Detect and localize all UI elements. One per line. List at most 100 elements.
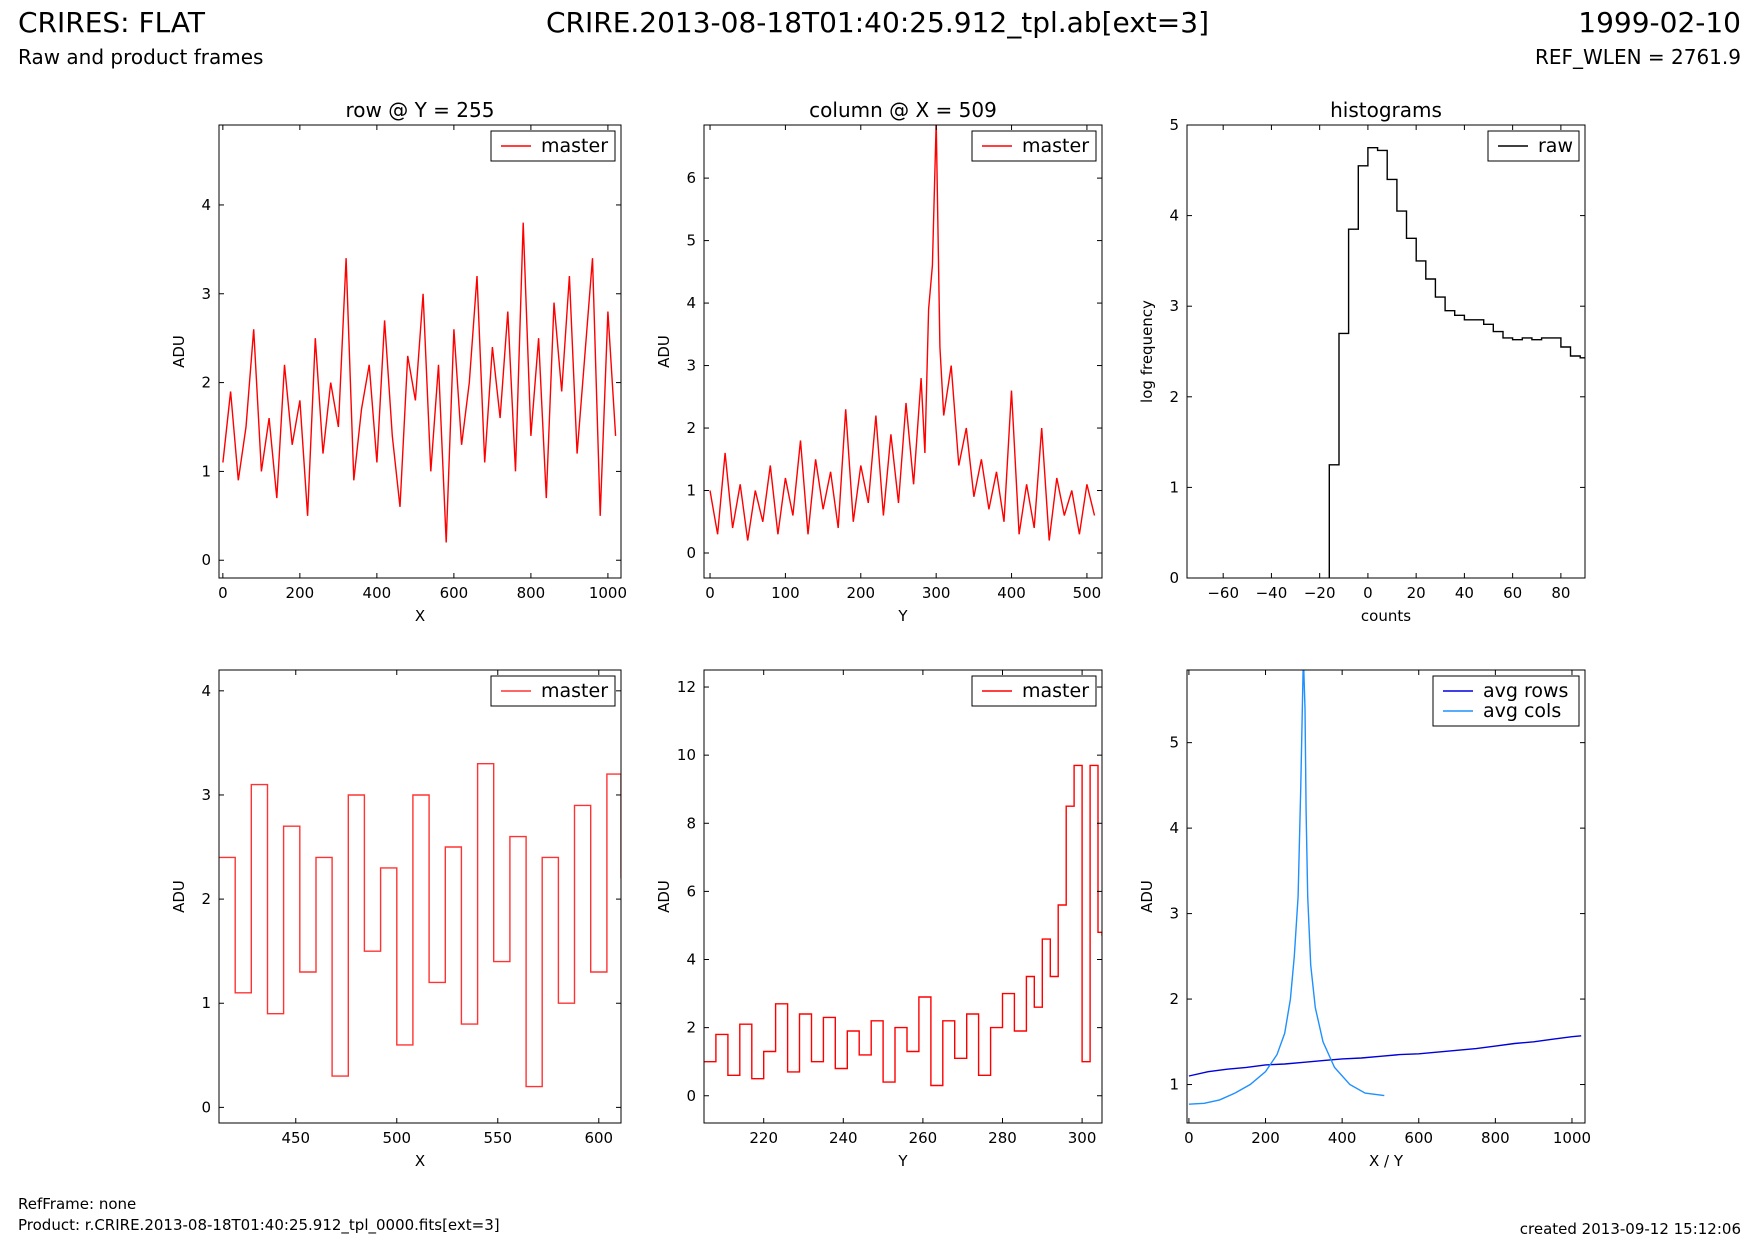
- x-tick-label: 300: [1068, 1129, 1097, 1147]
- y-tick-label: 2: [201, 890, 211, 908]
- y-tick-label: 5: [1169, 734, 1179, 752]
- y-tick-label: 2: [686, 419, 696, 437]
- legend-label: avg rows: [1483, 680, 1568, 702]
- legend-label: master: [541, 135, 608, 157]
- y-tick-label: 8: [686, 814, 696, 832]
- y-tick-label: 1: [686, 482, 696, 500]
- x-axis-label: X: [415, 607, 425, 625]
- avg-plot: 0 200 400 600 800 1000 1 2 3 4 5 X / Y ADU avg rowsav…: [1138, 669, 1591, 1170]
- y-tick-label: 3: [686, 357, 696, 375]
- legend: master: [971, 130, 1097, 162]
- y-axis-label: ADU: [1138, 880, 1156, 913]
- y-tick-label: 4: [1169, 819, 1179, 837]
- x-tick-label: 260: [909, 1129, 938, 1147]
- x-tick-label: 500: [1073, 584, 1102, 602]
- y-tick-label: 4: [201, 682, 211, 700]
- x-tick-label: 800: [517, 584, 546, 602]
- plot-title: row @ Y = 255: [346, 98, 495, 122]
- y-tick-label: 3: [1169, 905, 1179, 923]
- x-tick-label: 20: [1407, 584, 1426, 602]
- x-tick-label: 550: [483, 1129, 512, 1147]
- y-axis-label: ADU: [170, 335, 188, 368]
- x-tick-label: 0: [1184, 1129, 1194, 1147]
- col-zoom-plot: 220 240 260 280 300 0 2 4 6 8 10 12 Y ADU master: [655, 669, 1103, 1170]
- legend: master: [490, 675, 616, 707]
- row-plot: 0 200 400 600 800 1000 0 1 2 3 4 row @ Y = 255 X ADU m…: [170, 98, 627, 625]
- x-tick-label: 0: [218, 584, 228, 602]
- x-axis-label: Y: [897, 1152, 908, 1170]
- y-tick-label: 6: [686, 169, 696, 187]
- plot-frame: [1186, 124, 1586, 579]
- date-label: 1999-02-10: [1578, 6, 1741, 39]
- series-line-master: [219, 763, 621, 1088]
- y-tick-label: 0: [201, 551, 211, 569]
- hist-plot: −60 −40 −20 0 20 40 60 80 0 1 2 3 4 5 histograms counts…: [1138, 98, 1586, 625]
- y-tick-label: 5: [686, 232, 696, 250]
- x-tick-label: 300: [922, 584, 951, 602]
- plot-title: histograms: [1330, 98, 1442, 122]
- created-label: created 2013-09-12 15:12:06: [1519, 1220, 1741, 1238]
- x-tick-label: 450: [281, 1129, 310, 1147]
- file-name: CRIRE.2013-08-18T01:40:25.912_tpl.ab[ext…: [545, 6, 1209, 39]
- col-plot: 0 100 200 300 400 500 0 1 2 3 4 5 6 column @ X = 509 Y…: [655, 98, 1103, 625]
- plot-frame: [1186, 669, 1586, 1124]
- y-tick-label: 10: [677, 746, 696, 764]
- x-tick-label: 240: [829, 1129, 858, 1147]
- y-tick-label: 2: [686, 1019, 696, 1037]
- y-tick-label: 0: [686, 1087, 696, 1105]
- x-tick-label: −20: [1304, 584, 1336, 602]
- product-label: Product: r.CRIRE.2013-08-18T01:40:25.912…: [18, 1216, 500, 1234]
- row-zoom-plot: 450 500 550 600 0 1 2 3 4 X ADU master: [170, 669, 622, 1170]
- x-tick-label: 1000: [1553, 1129, 1591, 1147]
- plot-frame: [218, 124, 622, 579]
- y-axis-label: ADU: [655, 335, 673, 368]
- y-tick-label: 3: [201, 285, 211, 303]
- legend: master: [490, 130, 616, 162]
- x-tick-label: 600: [1404, 1129, 1433, 1147]
- y-tick-label: 1: [201, 462, 211, 480]
- series-line-avg-rows: [1188, 1035, 1582, 1077]
- y-tick-label: 2: [201, 374, 211, 392]
- x-tick-label: 200: [286, 584, 315, 602]
- legend-label: avg cols: [1483, 700, 1561, 722]
- x-tick-label: 500: [382, 1129, 411, 1147]
- x-axis-label: X / Y: [1369, 1152, 1404, 1170]
- y-tick-label: 0: [201, 1098, 211, 1116]
- y-tick-label: 1: [1169, 1076, 1179, 1094]
- y-tick-label: 4: [686, 294, 696, 312]
- x-tick-label: 800: [1481, 1129, 1510, 1147]
- x-tick-label: 400: [363, 584, 392, 602]
- y-tick-label: 4: [1169, 207, 1179, 225]
- x-axis-label: counts: [1361, 607, 1411, 625]
- series-line-raw: [1328, 146, 1585, 578]
- legend-label: master: [1022, 680, 1089, 702]
- y-tick-label: 4: [201, 196, 211, 214]
- legend: master: [971, 675, 1097, 707]
- series-line-master: [222, 222, 617, 543]
- x-tick-label: 0: [705, 584, 715, 602]
- y-tick-label: 2: [1169, 388, 1179, 406]
- x-axis-label: X: [415, 1152, 425, 1170]
- y-tick-label: 6: [686, 882, 696, 900]
- plot-frame: [703, 124, 1103, 579]
- x-tick-label: 220: [749, 1129, 778, 1147]
- y-axis-label: ADU: [655, 880, 673, 913]
- y-tick-label: 1: [201, 994, 211, 1012]
- x-tick-label: 60: [1503, 584, 1522, 602]
- x-tick-label: 600: [440, 584, 469, 602]
- x-tick-label: −40: [1256, 584, 1288, 602]
- y-tick-label: 3: [201, 786, 211, 804]
- x-tick-label: 40: [1455, 584, 1474, 602]
- y-tick-label: 1: [1169, 478, 1179, 496]
- plot-frame: [703, 669, 1103, 1124]
- ref-wlen-label: REF_WLEN = 2761.9: [1534, 45, 1741, 69]
- y-tick-label: 0: [1169, 569, 1179, 587]
- x-tick-label: 280: [988, 1129, 1017, 1147]
- y-axis-label: log frequency: [1138, 300, 1156, 403]
- plot-frame: [218, 669, 622, 1124]
- page-subtitle: Raw and product frames: [18, 45, 264, 69]
- x-tick-label: 0: [1363, 584, 1373, 602]
- legend-label: master: [1022, 135, 1089, 157]
